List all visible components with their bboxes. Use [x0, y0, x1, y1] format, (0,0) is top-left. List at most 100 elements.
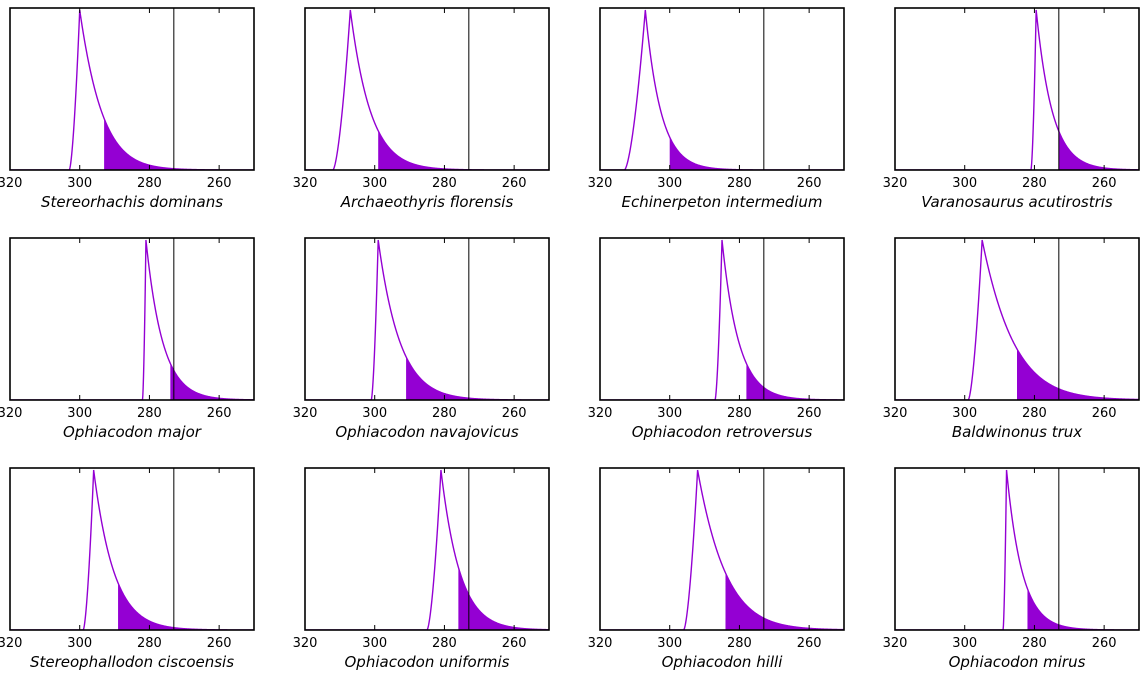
shaded-tail-area [104, 118, 254, 170]
panel-title: Varanosaurus acutirostris [921, 193, 1113, 211]
shaded-tail-area [458, 567, 549, 630]
x-tick-label: 260 [797, 176, 822, 191]
chart-panel: 320 300 280 260 Ophiacodon uniformis [293, 467, 550, 671]
panel-title: Archaeothyris florensis [340, 193, 514, 211]
chart-panel: 320 300 280 260 Ophiacodon major [0, 237, 255, 441]
x-tick-label: 280 [1022, 406, 1047, 421]
panel-frame [304, 467, 550, 631]
chart-panel: 320 300 280 260 Archaeothyris florensis [293, 7, 550, 211]
panel-frame [304, 7, 550, 171]
shaded-tail-area [406, 356, 549, 400]
x-tick-label: 300 [362, 176, 387, 191]
x-tick-label: 300 [657, 636, 682, 651]
x-tick-label: 320 [588, 176, 613, 191]
density-curve [895, 9, 1139, 170]
x-tick-label: 300 [657, 406, 682, 421]
panel-frame [894, 237, 1140, 401]
panel-title: Ophiacodon retroversus [632, 423, 813, 441]
x-tick-label: 260 [207, 176, 232, 191]
chart-panel: 320 300 280 260 Ophiacodon navajovicus [293, 237, 550, 441]
x-tick-label: 260 [797, 406, 822, 421]
density-curve [10, 9, 254, 170]
panel-title: Baldwinonus trux [952, 423, 1082, 441]
shaded-tail-area [1017, 348, 1139, 400]
chart-panel: 320 300 280 260 Stereorhachis dominans [0, 7, 255, 211]
x-tick-label: 260 [1092, 406, 1117, 421]
panel-frame [9, 467, 255, 631]
x-tick-label: 320 [588, 406, 613, 421]
density-curve [305, 9, 549, 170]
x-tick-label: 320 [883, 406, 908, 421]
shaded-tail-area [725, 572, 844, 630]
x-tick-label: 260 [207, 636, 232, 651]
x-tick-label: 260 [1092, 636, 1117, 651]
shaded-tail-area [378, 130, 549, 170]
x-tick-label: 320 [293, 636, 318, 651]
x-tick-label: 320 [0, 176, 22, 191]
x-tick-label: 300 [67, 406, 92, 421]
panel-title: Ophiacodon mirus [949, 653, 1086, 671]
x-tick-label: 260 [502, 406, 527, 421]
x-tick-label: 260 [1092, 176, 1117, 191]
x-tick-label: 280 [1022, 176, 1047, 191]
panel-frame [894, 467, 1140, 631]
density-curve [10, 239, 254, 400]
x-tick-label: 300 [952, 636, 977, 651]
x-tick-label: 280 [1022, 636, 1047, 651]
panel-title: Stereorhachis dominans [41, 193, 223, 211]
x-tick-label: 320 [883, 636, 908, 651]
chart-panel: 320 300 280 260 Stereophallodon ciscoensis [0, 467, 255, 671]
shaded-tail-area [1058, 131, 1139, 170]
x-tick-label: 260 [207, 406, 232, 421]
density-curve [600, 469, 844, 630]
x-tick-label: 300 [67, 176, 92, 191]
shaded-tail-area [746, 363, 844, 400]
x-tick-label: 280 [727, 176, 752, 191]
x-tick-label: 300 [952, 176, 977, 191]
shaded-tail-area [118, 582, 254, 630]
x-tick-label: 320 [0, 406, 22, 421]
shaded-tail-area [170, 363, 254, 400]
density-curve [10, 469, 254, 630]
chart-panel: 320 300 280 260 Varanosaurus acutirostris [883, 7, 1140, 211]
chart-panel: 320 300 280 260 Ophiacodon retroversus [588, 237, 845, 441]
x-tick-label: 280 [727, 636, 752, 651]
shaded-tail-area [669, 137, 844, 170]
panel-frame [9, 7, 255, 171]
x-tick-label: 320 [293, 176, 318, 191]
x-tick-label: 320 [588, 636, 613, 651]
chart-panel: 320 300 280 260 Baldwinonus trux [883, 237, 1140, 441]
density-curve [895, 469, 1139, 630]
panel-frame [599, 237, 845, 401]
x-tick-label: 300 [362, 406, 387, 421]
density-curve [305, 469, 549, 630]
panel-frame [304, 237, 550, 401]
density-curve [600, 239, 844, 400]
chart-panel: 320 300 280 260 Ophiacodon hilli [588, 467, 845, 671]
x-tick-label: 280 [137, 636, 162, 651]
x-tick-label: 300 [67, 636, 92, 651]
x-tick-label: 320 [0, 636, 22, 651]
density-curve [305, 239, 549, 400]
x-tick-label: 320 [883, 176, 908, 191]
panel-title: Ophiacodon hilli [662, 653, 784, 671]
x-tick-label: 300 [657, 176, 682, 191]
panel-title: Ophiacodon uniformis [345, 653, 510, 671]
density-curve [600, 9, 844, 170]
x-tick-label: 260 [502, 176, 527, 191]
panel-title: Ophiacodon navajovicus [335, 423, 519, 441]
panel-frame [599, 7, 845, 171]
panel-frame [599, 467, 845, 631]
panel-title: Echinerpeton intermedium [622, 193, 823, 211]
x-tick-label: 280 [432, 636, 457, 651]
x-tick-label: 300 [952, 406, 977, 421]
chart-panel: 320 300 280 260 Echinerpeton intermedium [588, 7, 845, 211]
panel-title: Ophiacodon major [63, 423, 202, 441]
x-tick-label: 280 [137, 406, 162, 421]
x-tick-label: 260 [797, 636, 822, 651]
panel-frame [894, 7, 1140, 171]
density-curve [895, 239, 1139, 400]
x-tick-label: 280 [432, 406, 457, 421]
shaded-tail-area [1027, 588, 1139, 630]
